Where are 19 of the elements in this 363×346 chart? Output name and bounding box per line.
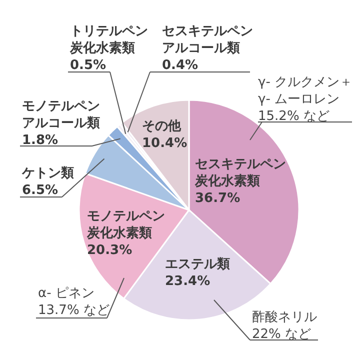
text: γ- クルクメン＋ γ- ムーロレン 15.2% など — [258, 75, 353, 124]
slice-label: セスキテルペンアルコール類 — [162, 24, 253, 56]
slice-label: モノテルペンアルコール類 — [22, 99, 100, 131]
text: 酢酸ネリル 22% など — [252, 310, 317, 342]
slice-label: トリテルペン炭化水素類 — [69, 24, 148, 56]
data-label: 36.7% — [195, 191, 240, 206]
slice-label: モノテルペン炭化水素類 — [86, 209, 165, 241]
data-label: 10.4% — [142, 136, 188, 151]
data-label: 20.3% — [87, 243, 132, 258]
slice-label: セスキテルペン炭化水素類 — [194, 157, 286, 189]
text: α- ピネン 13.7% など — [38, 286, 110, 318]
data-label: 6.5% — [22, 183, 58, 198]
data-label: 1.8% — [22, 133, 58, 148]
data-label: 0.4% — [162, 58, 198, 73]
data-label: 23.4% — [165, 274, 210, 289]
data-label: 0.5% — [70, 58, 106, 73]
slice-label: その他 — [142, 119, 182, 134]
slice-label: ケトン類 — [21, 166, 74, 181]
slice-label: エステル類 — [165, 257, 230, 272]
